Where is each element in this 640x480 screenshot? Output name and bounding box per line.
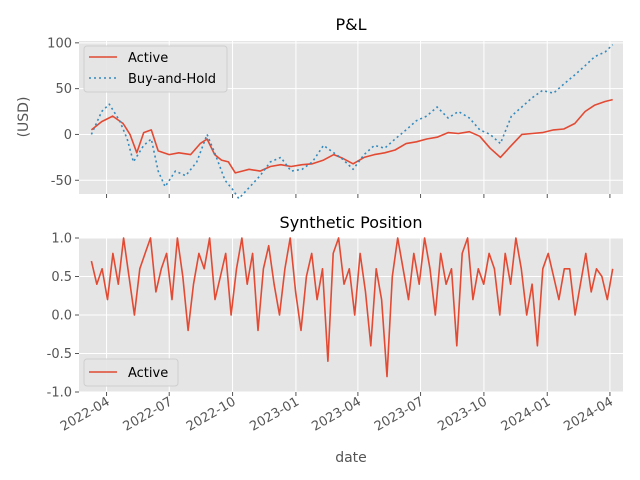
position-x-ticks: 2022-04 2022-07 2022-10 2023-01 2023-04 2023-… bbox=[58, 392, 616, 435]
x-tick-label: 2023-04 bbox=[309, 394, 364, 434]
x-axis-label: date bbox=[335, 450, 367, 466]
pnl-title: P&L bbox=[335, 15, 366, 34]
position-legend-active-label: Active bbox=[128, 366, 168, 381]
series-buy-and-hold-line bbox=[90, 44, 614, 200]
pnl-panel: -50 0 50 100 P&L (USD) Active Buy-and-Hold bbox=[16, 15, 623, 200]
y-tick-label: 100 bbox=[47, 36, 72, 51]
position-legend-box bbox=[83, 358, 179, 387]
position-title: Synthetic Position bbox=[280, 213, 423, 232]
y-tick-label: -50 bbox=[51, 174, 72, 189]
position-series bbox=[90, 237, 614, 378]
x-tick-label: 2024-04 bbox=[561, 394, 616, 434]
y-tick-label: -0.5 bbox=[47, 347, 72, 362]
pnl-series bbox=[90, 44, 614, 200]
y-tick-label: 1.0 bbox=[51, 232, 72, 247]
pnl-y-ticks: -50 0 50 100 bbox=[47, 36, 79, 189]
pnl-legend: Active Buy-and-Hold bbox=[83, 45, 228, 93]
pnl-legend-box bbox=[83, 45, 228, 93]
y-tick-label: 50 bbox=[55, 82, 72, 97]
x-tick-label: 2023-10 bbox=[435, 394, 490, 434]
x-tick-label: 2023-07 bbox=[372, 394, 427, 434]
series-active-line bbox=[90, 98, 613, 174]
position-y-ticks: -1.0 -0.5 0.0 0.5 1.0 bbox=[47, 232, 79, 401]
x-tick-label: 2023-01 bbox=[247, 394, 302, 434]
position-legend: Active bbox=[83, 358, 179, 387]
x-tick-label: 2022-07 bbox=[121, 394, 176, 434]
pnl-x-ticks bbox=[106, 194, 611, 198]
x-tick-label: 2022-10 bbox=[184, 394, 239, 434]
y-tick-label: 0.0 bbox=[51, 309, 72, 324]
pnl-legend-active-label: Active bbox=[128, 51, 168, 66]
pnl-legend-bah-label: Buy-and-Hold bbox=[128, 72, 216, 87]
x-tick-label: 2024-01 bbox=[499, 394, 554, 434]
pnl-y-label: (USD) bbox=[16, 97, 32, 138]
y-tick-label: 0.5 bbox=[51, 270, 72, 285]
y-tick-label: -1.0 bbox=[47, 386, 72, 401]
series-active-line bbox=[90, 237, 614, 378]
y-tick-label: 0 bbox=[64, 128, 72, 143]
position-panel: -1.0 -0.5 0.0 0.5 1.0 2022-04 2022-07 2022-10 2… bbox=[47, 213, 623, 466]
